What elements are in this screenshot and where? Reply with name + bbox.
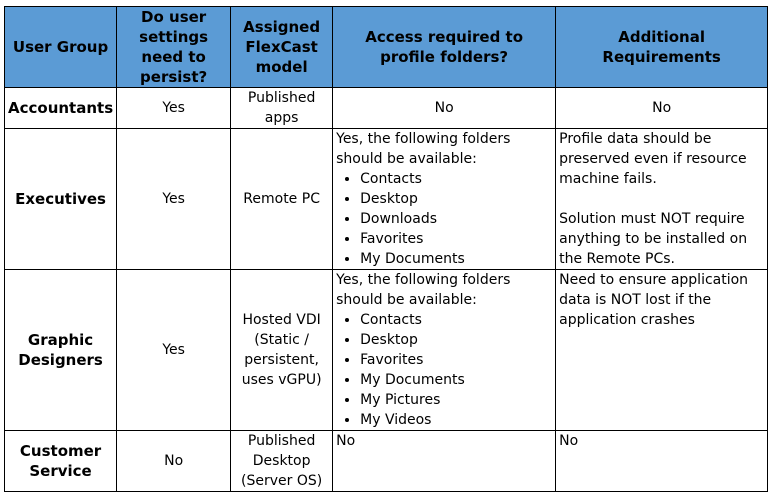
- group-cell: Graphic Designers: [3, 269, 118, 431]
- table-row: Graphic Designers Yes Hosted VDI (Static…: [3, 269, 769, 431]
- folder-item: My Pictures: [360, 390, 552, 410]
- model-cell: Remote PC: [230, 128, 334, 270]
- folder-item: My Documents: [360, 249, 552, 269]
- table-row: Customer Service No Published Desktop (S…: [3, 430, 769, 492]
- additional-cell: No: [555, 430, 769, 492]
- table-row: Executives Yes Remote PC Yes, the follow…: [3, 128, 769, 270]
- access-intro: Yes, the following folders should be ava…: [336, 131, 511, 167]
- model-cell: Published Desktop (Server OS): [230, 430, 334, 492]
- header-user-group: User Group: [3, 6, 118, 88]
- table-row: Accountants Yes Published apps No No: [3, 87, 769, 129]
- access-cell: Yes, the following folders should be ava…: [332, 269, 557, 431]
- additional-cell: Need to ensure application data is NOT l…: [555, 269, 769, 431]
- access-intro: Yes, the following folders should be ava…: [336, 272, 511, 308]
- group-cell: Accountants: [3, 87, 118, 129]
- folder-list: Contacts Desktop Favorites My Documents …: [336, 310, 552, 430]
- persist-cell: No: [116, 430, 232, 492]
- folder-item: Downloads: [360, 209, 552, 229]
- folder-item: Desktop: [360, 189, 552, 209]
- requirements-table: User Group Do user settings need to pers…: [3, 6, 769, 492]
- persist-cell: Yes: [116, 87, 232, 129]
- additional-cell: Profile data should be preserved even if…: [555, 128, 769, 270]
- additional-text: Profile data should be preserved even if…: [559, 131, 747, 187]
- persist-cell: Yes: [116, 269, 232, 431]
- folder-item: Desktop: [360, 330, 552, 350]
- folder-item: Favorites: [360, 229, 552, 249]
- header-additional: Additional Requirements: [555, 6, 769, 88]
- model-cell: Published apps: [230, 87, 334, 129]
- model-cell: Hosted VDI (Static / persistent, uses vG…: [230, 269, 334, 431]
- folder-item: My Videos: [360, 410, 552, 430]
- access-cell: No: [332, 430, 557, 492]
- header-persist: Do user settings need to persist?: [116, 6, 232, 88]
- access-cell: Yes, the following folders should be ava…: [332, 128, 557, 270]
- additional-text: Solution must NOT require anything to be…: [559, 211, 748, 267]
- header-flexcast: Assigned FlexCast model: [230, 6, 334, 88]
- persist-cell: Yes: [116, 128, 232, 270]
- folder-item: Contacts: [360, 310, 552, 330]
- access-cell: No: [332, 87, 557, 129]
- group-cell: Executives: [3, 128, 118, 270]
- header-access: Access required to profile folders?: [332, 6, 557, 88]
- folder-item: My Documents: [360, 370, 552, 390]
- additional-cell: No: [555, 87, 769, 129]
- folder-list: Contacts Desktop Downloads Favorites My …: [336, 169, 552, 269]
- folder-item: Contacts: [360, 169, 552, 189]
- folder-item: Favorites: [360, 350, 552, 370]
- header-row: User Group Do user settings need to pers…: [3, 6, 769, 88]
- group-cell: Customer Service: [3, 430, 118, 492]
